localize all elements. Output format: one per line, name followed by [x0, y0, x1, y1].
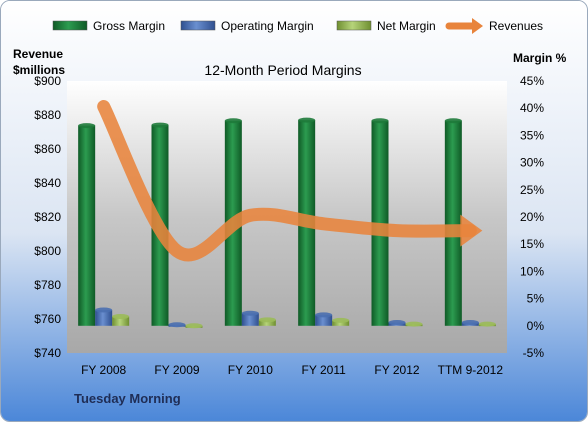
bar-cap: [224, 118, 242, 124]
right-axis-title: Margin %: [513, 51, 567, 65]
bar-cap: [168, 322, 186, 328]
legend-label: Operating Margin: [221, 19, 314, 33]
left-tick-label: $860: [34, 142, 61, 156]
bar-cap: [151, 122, 169, 128]
revenue-arrowhead: [460, 214, 483, 247]
left-tick-label: $900: [34, 74, 61, 88]
bar-net-margin: [258, 319, 276, 326]
legend-label: Net Margin: [377, 19, 436, 33]
category-labels: FY 2008 FY 2009 FY 2010 FY 2011 FY 2012 TTM 9…: [81, 363, 503, 377]
chart-title: 12-Month Period Margins: [204, 62, 361, 78]
right-tick-label: 15%: [520, 237, 544, 251]
left-tick-label: $780: [34, 278, 61, 292]
category-label: FY 2012: [374, 363, 419, 377]
left-tick-label: $740: [34, 346, 61, 360]
legend-swatch: [336, 20, 372, 31]
left-axis-title-line2: $millions: [13, 63, 65, 77]
bar-net-margin: [332, 320, 350, 326]
category-label: FY 2010: [228, 363, 273, 377]
category-label: FY 2011: [302, 363, 347, 377]
bar-cap: [112, 314, 130, 320]
bar-cap: [478, 321, 496, 327]
left-tick-label: $800: [34, 244, 61, 258]
right-tick-label: 10%: [520, 264, 544, 278]
bar-cap: [185, 323, 203, 329]
bar-cap: [258, 317, 276, 323]
revenue-line-layer: [97, 100, 483, 262]
legend: Gross Margin Operating Margin Net Margin Re…: [52, 18, 543, 34]
bar-gross-margin: [78, 125, 96, 326]
bar-cap: [332, 317, 350, 323]
legend-swatch: [180, 20, 216, 31]
bar-operating-margin: [241, 313, 259, 326]
bar-operating-margin: [95, 310, 113, 326]
right-tick-label: -5%: [523, 346, 545, 360]
bar-series: [78, 117, 496, 329]
right-tick-label: 5%: [527, 292, 545, 306]
right-tick-label: 45%: [520, 74, 544, 88]
legend-swatch-arrow: [472, 18, 483, 34]
left-axis-title-line1: Revenue: [13, 47, 63, 61]
bar-net-margin: [112, 316, 130, 326]
right-tick-label: 30%: [520, 156, 544, 170]
bar-cap: [298, 117, 316, 123]
right-tick-label: 20%: [520, 210, 544, 224]
bar-cap: [405, 321, 423, 327]
bar-cap: [241, 310, 259, 316]
bar-cap: [315, 312, 333, 318]
bar-cap: [444, 118, 462, 124]
right-axis-ticks: -5% 0% 5% 10% 15% 20% 25% 30% 35% 40% 45%: [520, 74, 544, 360]
left-tick-label: $760: [34, 312, 61, 326]
legend-label: Revenues: [489, 19, 543, 33]
bar-cap: [371, 118, 389, 124]
right-tick-label: 0%: [527, 319, 545, 333]
category-label: FY 2008: [81, 363, 126, 377]
left-tick-label: $840: [34, 176, 61, 190]
right-tick-label: 35%: [520, 128, 544, 142]
left-tick-label: $880: [34, 108, 61, 122]
right-tick-label: 25%: [520, 183, 544, 197]
category-label: TTM 9-2012: [438, 363, 504, 377]
bar-cap: [95, 307, 113, 313]
bar-cap: [78, 123, 96, 129]
left-axis-ticks: $740 $760 $780 $800 $820 $840 $860 $880 $900: [34, 74, 61, 360]
bar-cap: [461, 320, 479, 326]
company-name: Tuesday Morning: [74, 391, 181, 406]
bar-operating-margin: [315, 314, 333, 326]
left-tick-label: $820: [34, 210, 61, 224]
revenue-line: [97, 100, 477, 262]
bar-cap: [388, 320, 406, 326]
bar-gross-margin: [444, 120, 462, 326]
right-tick-label: 40%: [520, 101, 544, 115]
legend-label: Gross Margin: [93, 19, 165, 33]
category-label: FY 2009: [154, 363, 199, 377]
legend-swatch: [52, 20, 88, 31]
